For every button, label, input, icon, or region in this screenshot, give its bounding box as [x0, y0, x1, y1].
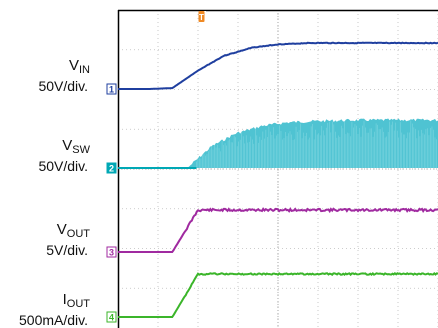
channel-marker-box [106, 311, 117, 323]
channel-marker-4: 4 [106, 311, 117, 323]
trigger-marker-icon [198, 11, 205, 22]
trace-vin [118, 41, 438, 90]
channel-name: VIN [68, 57, 90, 77]
trigger-marker-text: T [199, 13, 204, 22]
channel-label-vin: VIN 50V/div. [0, 57, 118, 95]
channel-name: VSW [62, 137, 90, 157]
channel-marker-text: 1 [109, 85, 114, 95]
trace-iout [118, 271, 438, 318]
channel-labels: VIN 50V/div. VSW 50V/div. VOUT 5V/div. I… [0, 0, 118, 328]
channel-markers: 1 2 3 4 [106, 83, 117, 323]
channel-scale: 50V/div. [38, 78, 88, 94]
channel-marker-box [106, 246, 117, 258]
channel-scale: 50V/div. [38, 158, 88, 174]
channel-marker-text: 4 [109, 313, 114, 323]
channel-label-vsw: VSW 50V/div. [0, 137, 118, 175]
channel-scale: 5V/div. [46, 242, 88, 258]
channel-marker-1: 1 [106, 83, 117, 95]
channel-marker-text: 2 [109, 164, 114, 174]
channel-scale: 500mA/div. [19, 312, 88, 328]
channel-marker-box [106, 83, 117, 95]
channel-label-iout: IOUT 500mA/div. [0, 292, 118, 328]
traces [118, 41, 438, 318]
trace-vout [118, 207, 438, 253]
channel-name: VOUT [56, 221, 90, 241]
channel-name: IOUT [62, 291, 90, 311]
channel-marker-text: 3 [109, 248, 114, 258]
channel-marker-box [106, 162, 117, 174]
channel-marker-3: 3 [106, 246, 117, 258]
channel-marker-2: 2 [106, 162, 117, 174]
channel-label-vout: VOUT 5V/div. [0, 221, 118, 259]
trigger-marker: T [198, 11, 206, 23]
